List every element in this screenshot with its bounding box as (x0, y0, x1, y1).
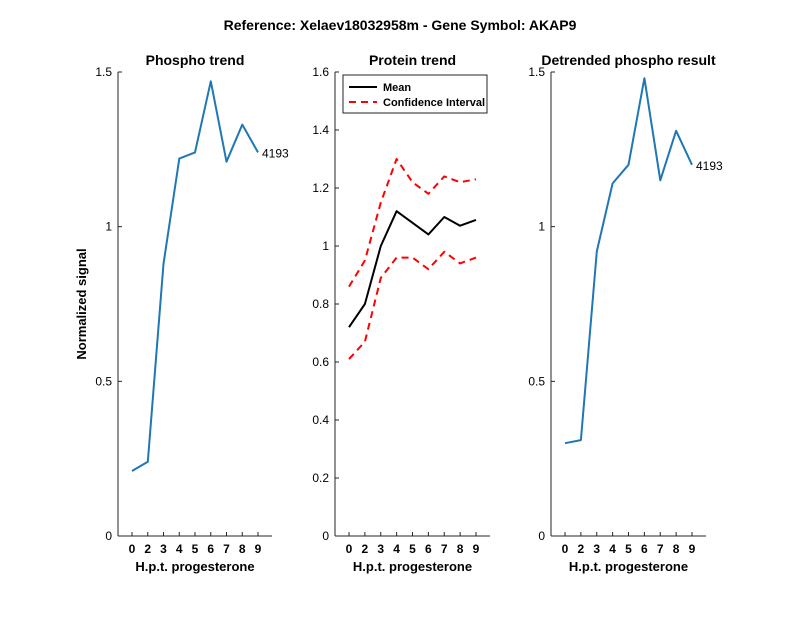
y-tick-label: 0 (105, 529, 112, 543)
legend-label: Confidence Interval (383, 97, 485, 109)
y-tick-label: 1.5 (528, 65, 545, 79)
legend-label: Mean (383, 82, 411, 94)
x-tick-label: 2 (578, 542, 585, 556)
figure-suptitle: Reference: Xelaev18032958m - Gene Symbol… (224, 17, 577, 33)
series-line-3 (348, 250, 477, 360)
y-tick-label: 1.4 (312, 123, 329, 137)
series-line-2 (348, 158, 477, 288)
legend: Mean Confidence Interval (342, 74, 488, 114)
x-tick-label: 0 (562, 542, 569, 556)
y-tick-label: 0.5 (528, 374, 545, 388)
x-tick-label: 7 (657, 542, 664, 556)
y-tick-label: 1 (105, 220, 112, 234)
x-tick-label: 9 (689, 542, 696, 556)
x-tick-label: 0 (129, 542, 136, 556)
x-tick-label: 2 (362, 542, 369, 556)
x-tick-label: 5 (625, 542, 632, 556)
x-tick-label: 3 (160, 542, 167, 556)
x-tick-label: 9 (473, 542, 480, 556)
y-tick-label: 0.5 (95, 374, 112, 388)
x-tick-label: 0 (346, 542, 353, 556)
y-tick-label: 0.6 (312, 355, 329, 369)
x-tick-label: 3 (377, 542, 384, 556)
y-tick-label: 0 (538, 529, 545, 543)
x-tick-label: 9 (255, 542, 262, 556)
x-tick-label: 8 (673, 542, 680, 556)
x-tick-label: 5 (192, 542, 199, 556)
y-axis-label: Normalized signal (74, 248, 89, 359)
x-tick-label: 4 (176, 542, 183, 556)
x-tick-label: 8 (457, 542, 464, 556)
x-axis-label: H.p.t. progesterone (353, 559, 472, 574)
y-tick-label: 0.2 (312, 471, 329, 485)
y-tick-label: 1.2 (312, 181, 329, 195)
y-tick-label: 0 (322, 529, 329, 543)
x-tick-label: 2 (144, 542, 151, 556)
panel-title: Phospho trend (146, 52, 245, 68)
x-tick-label: 8 (239, 542, 246, 556)
series-line-1 (131, 80, 259, 472)
x-tick-label: 4 (609, 542, 616, 556)
x-tick-label: 3 (593, 542, 600, 556)
panel-title: Protein trend (369, 52, 456, 68)
y-tick-label: 0.4 (312, 413, 329, 427)
x-tick-label: 5 (409, 542, 416, 556)
legend-box (342, 74, 488, 114)
series-annotation: 4193 (262, 146, 289, 160)
x-tick-label: 6 (207, 542, 214, 556)
x-tick-label: 4 (393, 542, 400, 556)
x-axis-label: H.p.t. progesterone (135, 559, 254, 574)
y-tick-label: 1 (538, 220, 545, 234)
y-tick-label: 1.5 (95, 65, 112, 79)
y-tick-label: 1.6 (312, 65, 329, 79)
x-tick-label: 6 (641, 542, 648, 556)
x-tick-label: 7 (441, 542, 448, 556)
series-line-1 (564, 77, 693, 445)
y-tick-label: 0.8 (312, 297, 329, 311)
panel-title: Detrended phospho result (541, 52, 716, 68)
series-line-1 (348, 210, 477, 328)
y-tick-label: 1 (322, 239, 329, 253)
x-axis-label: H.p.t. progesterone (569, 559, 688, 574)
x-tick-label: 7 (223, 542, 230, 556)
x-tick-label: 6 (425, 542, 432, 556)
series-annotation: 4193 (696, 159, 723, 173)
